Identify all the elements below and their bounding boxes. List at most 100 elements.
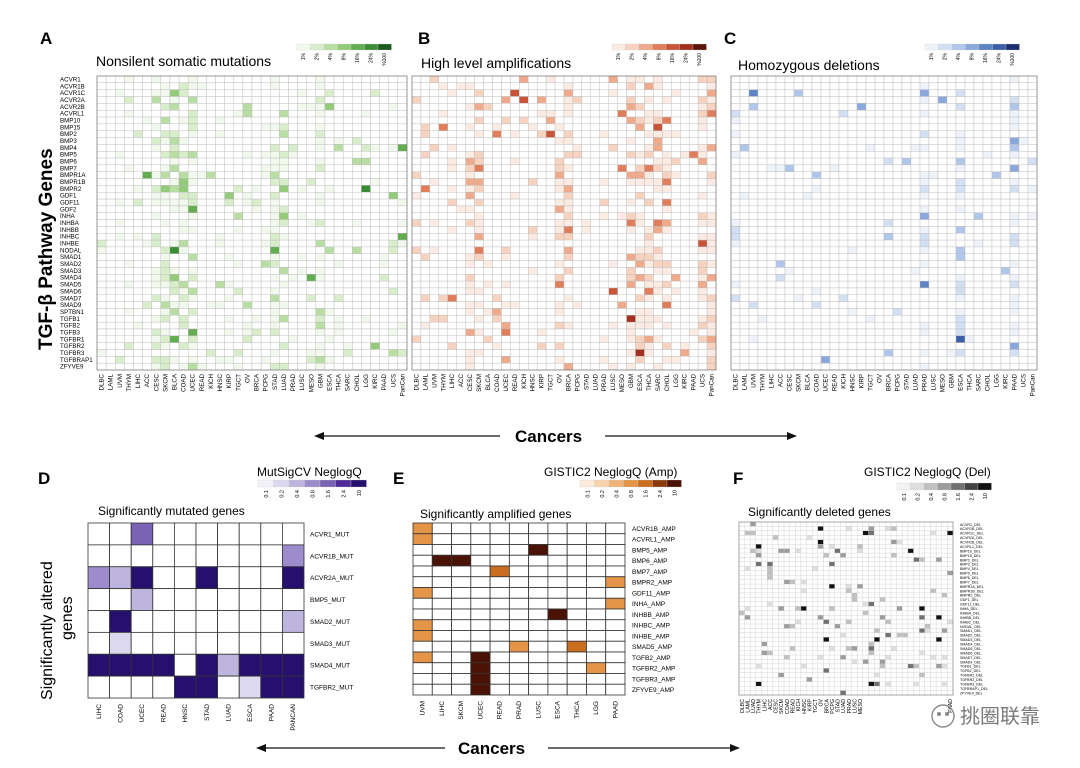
heatmap-cell — [179, 151, 188, 158]
heatmap-cell — [821, 213, 830, 220]
heatmap-cell — [316, 158, 325, 165]
heatmap-cell — [920, 315, 929, 322]
heatmap-cell — [398, 179, 407, 186]
heatmap-cell — [316, 349, 325, 356]
heatmap-cell — [680, 240, 689, 247]
heatmap-cell — [161, 336, 170, 343]
heatmap-cell — [380, 220, 389, 227]
heatmap-cell — [930, 522, 936, 526]
heatmap-cell — [475, 185, 484, 192]
heatmap-cell — [243, 281, 252, 288]
heatmap-cell — [546, 349, 555, 356]
heatmap-cell — [519, 281, 528, 288]
heatmap-cell — [490, 523, 509, 534]
heatmap-cell — [234, 267, 243, 274]
heatmap-cell — [106, 315, 115, 322]
heatmap-cell — [439, 302, 448, 309]
heatmap-cell — [929, 308, 938, 315]
heatmap-cell — [501, 172, 510, 179]
heatmap-cell — [179, 179, 188, 186]
heatmap-cell — [380, 144, 389, 151]
heatmap-cell — [492, 254, 501, 261]
heatmap-cell — [749, 144, 758, 151]
heatmap-cell — [555, 185, 564, 192]
heatmap-cell — [188, 179, 197, 186]
heatmap-cell — [225, 343, 234, 350]
heatmap-cell — [501, 220, 510, 227]
heatmap-cell — [161, 165, 170, 172]
heatmap-cell — [537, 206, 546, 213]
heatmap-cell — [698, 322, 707, 329]
heatmap-cell — [196, 632, 218, 654]
heatmap-cell — [671, 240, 680, 247]
heatmap-cell — [279, 179, 288, 186]
heatmap-cell — [466, 308, 475, 315]
heatmap-cell — [636, 151, 645, 158]
heatmap-cell — [884, 179, 893, 186]
heatmap-cell — [484, 83, 493, 90]
heatmap-cell — [582, 226, 591, 233]
heatmap-cell — [731, 363, 740, 370]
heatmap-cell — [106, 131, 115, 138]
heatmap-cell — [965, 138, 974, 145]
column-label: KICH — [208, 374, 215, 389]
heatmap-cell — [325, 151, 334, 158]
heatmap-cell — [492, 117, 501, 124]
heatmap-cell — [1019, 274, 1028, 281]
heatmap-cell — [974, 158, 983, 165]
heatmap-cell — [115, 103, 124, 110]
heatmap-cell — [785, 343, 794, 350]
heatmap-cell — [361, 192, 370, 199]
heatmap-cell — [509, 663, 528, 674]
heatmap-cell — [846, 526, 852, 530]
heatmap-cell — [124, 213, 133, 220]
heatmap-cell — [582, 247, 591, 254]
heatmap-cell — [548, 523, 567, 534]
heatmap-cell — [857, 213, 866, 220]
heatmap-cell — [803, 103, 812, 110]
heatmap-cell — [361, 76, 370, 83]
heatmap-cell — [680, 213, 689, 220]
heatmap-cell — [776, 172, 785, 179]
heatmap-cell — [857, 336, 866, 343]
heatmap-cell — [206, 295, 215, 302]
heatmap-cell — [902, 192, 911, 199]
heatmap-cell — [97, 274, 106, 281]
heatmap-cell — [992, 261, 1001, 268]
heatmap-cell — [839, 349, 848, 356]
heatmap-cell — [234, 131, 243, 138]
heatmap-cell — [992, 226, 1001, 233]
heatmap-cell — [197, 76, 206, 83]
heatmap-cell — [794, 363, 803, 370]
column-label: LGG — [673, 374, 680, 387]
legend-swatch — [351, 480, 367, 487]
column-label: READ — [199, 373, 206, 391]
heatmap-cell — [785, 158, 794, 165]
heatmap-cell — [380, 363, 389, 370]
heatmap-cell — [170, 138, 179, 145]
heatmap-cell — [1010, 281, 1019, 288]
heatmap-cell — [448, 343, 457, 350]
heatmap-cell — [197, 172, 206, 179]
heatmap-cell — [902, 308, 911, 315]
heatmap-cell — [784, 526, 790, 530]
heatmap-cell — [298, 247, 307, 254]
heatmap-cell — [334, 83, 343, 90]
heatmap-cell — [298, 76, 307, 83]
heatmap-cell — [794, 213, 803, 220]
legend-label: 2.4 — [658, 490, 664, 498]
heatmap-cell — [776, 165, 785, 172]
heatmap-cell — [412, 138, 421, 145]
heatmap-cell — [1010, 226, 1019, 233]
heatmap-cell — [938, 261, 947, 268]
heatmap-cell — [707, 315, 716, 322]
heatmap-cell — [325, 274, 334, 281]
heatmap-cell — [776, 206, 785, 213]
heatmap-cell — [471, 684, 490, 695]
heatmap-cell — [216, 206, 225, 213]
heatmap-cell — [325, 336, 334, 343]
heatmap-cell — [430, 302, 439, 309]
legend-label: 16% — [355, 52, 361, 63]
heatmap-cell — [875, 179, 884, 186]
heatmap-cell — [270, 274, 279, 281]
